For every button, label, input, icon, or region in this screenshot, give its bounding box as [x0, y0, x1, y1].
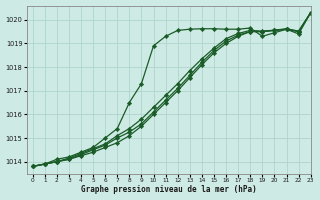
- X-axis label: Graphe pression niveau de la mer (hPa): Graphe pression niveau de la mer (hPa): [81, 185, 257, 194]
